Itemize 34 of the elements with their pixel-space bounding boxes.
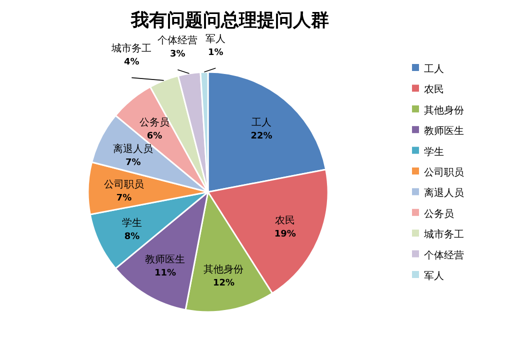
data-label: 12% — [212, 278, 235, 289]
data-label: 22% — [250, 131, 272, 142]
slice-label: 其他身份 — [204, 264, 244, 276]
data-label: 1% — [208, 48, 224, 58]
slice-label: 城市务工 — [110, 42, 152, 55]
legend-label: 其他身份 — [424, 104, 464, 116]
legend-label: 工人 — [424, 64, 444, 75]
slice-label: 个体经营 — [158, 34, 198, 47]
slice-label: 公务员 — [139, 116, 170, 128]
slice-label: 教师医生 — [145, 253, 186, 266]
slice-label: 公司职员 — [104, 178, 144, 190]
legend-label: 学生 — [424, 146, 444, 158]
legend-label: 农民 — [424, 84, 444, 96]
legend-label: 公务员 — [424, 208, 454, 220]
data-label: 4% — [124, 58, 140, 68]
legend-label: 城市务工 — [423, 228, 464, 241]
data-label: 6% — [146, 131, 162, 142]
data-label: 8% — [124, 232, 140, 242]
legend-label: 个体经营 — [424, 249, 464, 262]
legend-label: 军人 — [424, 271, 444, 282]
data-label: 19% — [274, 229, 296, 240]
legend-label: 公司职员 — [424, 166, 464, 178]
data-label: 11% — [154, 268, 176, 278]
data-label: 7% — [116, 193, 132, 204]
data-label: 7% — [126, 158, 141, 168]
slice-label: 军人 — [206, 34, 226, 46]
legend-label: 离退人员 — [424, 187, 464, 200]
slice-label: 离退人员 — [113, 142, 154, 155]
slice-label: 农民 — [275, 215, 296, 226]
data-label: 3% — [170, 50, 186, 60]
slice-label: 学生 — [122, 216, 142, 229]
legend-label: 教师医生 — [424, 125, 464, 138]
chart-title: 我有问题问总理提问人群 — [130, 10, 329, 31]
slice-label: 工人 — [252, 117, 272, 128]
